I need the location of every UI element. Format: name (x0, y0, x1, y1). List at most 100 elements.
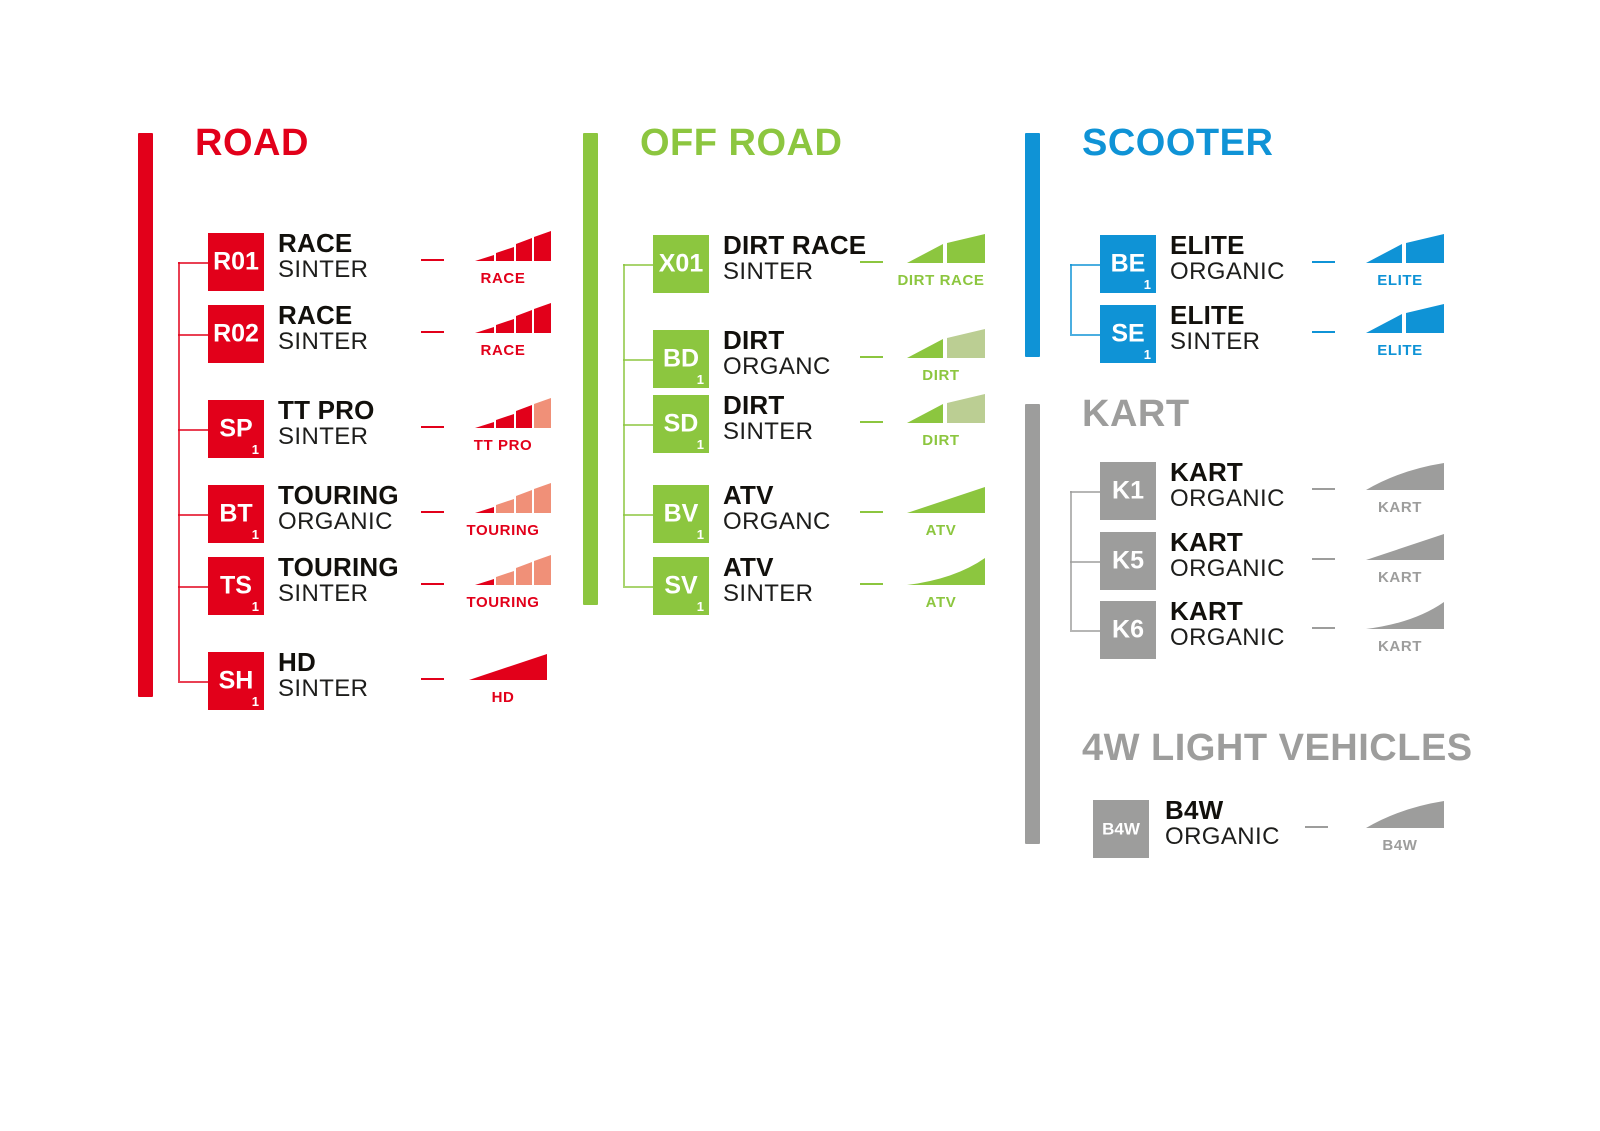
product-material: ORGANIC (1165, 822, 1280, 850)
performance-indicator: KART (1352, 528, 1448, 585)
performance-indicator: KART (1352, 458, 1448, 515)
product-code-subscript: 1 (696, 527, 704, 542)
product-name: ELITE (1170, 300, 1245, 330)
tree-branch (1070, 561, 1100, 563)
group-rail-road (138, 133, 153, 697)
performance-label: TOURING (466, 594, 540, 611)
row-dash (421, 426, 444, 428)
group-title-offroad: OFF ROAD (640, 122, 843, 164)
performance-label: KART (1377, 638, 1423, 655)
tree-branch (178, 429, 208, 431)
performance-label: ELITE (1377, 342, 1423, 359)
product-name: KART (1170, 596, 1244, 626)
product-labels: KART ORGANIC (1170, 459, 1285, 511)
performance-indicator: DIRT (893, 391, 989, 448)
product-material: ORGANIC (1170, 484, 1285, 512)
product-code-box[interactable]: K1 (1100, 462, 1156, 520)
product-name: TOURING (278, 552, 399, 582)
performance-label: HD (491, 689, 515, 706)
performance-indicator: TOURING (455, 481, 551, 538)
row-dash (860, 421, 883, 423)
product-labels: DIRT RACE SINTER (723, 232, 866, 284)
row-dash (1312, 627, 1335, 629)
row-dash (421, 331, 444, 333)
product-labels: TOURING ORGANIC (278, 482, 399, 534)
product-name: RACE (278, 300, 353, 330)
tree-branch (1070, 334, 1100, 336)
product-code-box[interactable]: X01 (653, 235, 709, 293)
product-code-subscript: 1 (251, 599, 259, 614)
performance-indicator: ELITE (1352, 301, 1448, 358)
product-name: B4W (1165, 795, 1224, 825)
group-rail-kart (1025, 404, 1040, 844)
performance-label: KART (1377, 499, 1423, 516)
performance-indicator: TOURING (455, 553, 551, 610)
performance-label: B4W (1382, 837, 1418, 854)
group-title-kart: KART (1082, 393, 1190, 435)
tree-branch (178, 334, 208, 336)
product-code: K1 (1112, 476, 1144, 505)
product-code-box[interactable]: K6 (1100, 601, 1156, 659)
product-code-subscript: 1 (1143, 347, 1151, 362)
product-labels: RACE SINTER (278, 230, 368, 282)
product-material: ORGANIC (1170, 554, 1285, 582)
product-labels: DIRT SINTER (723, 392, 813, 444)
group-title-road: ROAD (195, 122, 309, 164)
row-dash (1312, 558, 1335, 560)
product-code-box[interactable]: BD 1 (653, 330, 709, 388)
product-labels: B4W ORGANIC (1165, 797, 1280, 849)
product-code-box[interactable]: TS 1 (208, 557, 264, 615)
product-material: ORGANIC (1170, 257, 1285, 285)
product-code-box[interactable]: K5 (1100, 532, 1156, 590)
product-material: ORGANIC (1170, 623, 1285, 651)
row-dash (421, 678, 444, 680)
product-code: BV (663, 499, 699, 528)
tree-branch (1070, 491, 1100, 493)
product-code-box[interactable]: BT 1 (208, 485, 264, 543)
product-code-box[interactable]: BV 1 (653, 485, 709, 543)
product-code-box[interactable]: SV 1 (653, 557, 709, 615)
performance-indicator: DIRT (893, 326, 989, 383)
performance-indicator: HD (455, 648, 551, 705)
product-labels: ATV SINTER (723, 554, 813, 606)
product-code: X01 (658, 249, 704, 278)
performance-label: ATV (925, 522, 957, 539)
product-code-box[interactable]: SD 1 (653, 395, 709, 453)
product-name: KART (1170, 527, 1244, 557)
product-material: ORGANIC (278, 507, 393, 535)
product-code-box[interactable]: R02 (208, 305, 264, 363)
product-material: SINTER (723, 257, 814, 285)
product-code: R02 (213, 319, 259, 348)
product-code-subscript: 1 (696, 599, 704, 614)
product-code: SH (218, 666, 254, 695)
group-title-lightvehicles: 4W LIGHT VEHICLES (1082, 727, 1473, 769)
product-code-box[interactable]: SP 1 (208, 400, 264, 458)
product-name: DIRT (723, 390, 785, 420)
product-code-subscript: 1 (251, 442, 259, 457)
performance-label: DIRT RACE (897, 272, 985, 289)
product-material: SINTER (1170, 327, 1261, 355)
product-material: SINTER (278, 255, 369, 283)
product-name: TT PRO (278, 395, 375, 425)
product-material: SINTER (278, 422, 369, 450)
tree-branch (1070, 264, 1100, 266)
performance-label: ELITE (1377, 272, 1423, 289)
performance-indicator: ATV (893, 553, 989, 610)
product-code-box[interactable]: SH 1 (208, 652, 264, 710)
product-code-box[interactable]: BE 1 (1100, 235, 1156, 293)
product-name: DIRT RACE (723, 230, 867, 260)
product-labels: TOURING SINTER (278, 554, 399, 606)
product-code-subscript: 1 (696, 437, 704, 452)
tree-branch (623, 264, 653, 266)
product-code-subscript: 1 (251, 527, 259, 542)
product-code-box[interactable]: R01 (208, 233, 264, 291)
performance-indicator: ATV (893, 481, 989, 538)
performance-label: KART (1377, 569, 1423, 586)
row-dash (860, 511, 883, 513)
performance-indicator: B4W (1352, 796, 1448, 853)
product-code-box[interactable]: SE 1 (1100, 305, 1156, 363)
tree-trunk (178, 262, 180, 681)
performance-indicator: KART (1352, 597, 1448, 654)
product-code-box[interactable]: B4W (1093, 800, 1149, 858)
product-code: R01 (213, 247, 259, 276)
